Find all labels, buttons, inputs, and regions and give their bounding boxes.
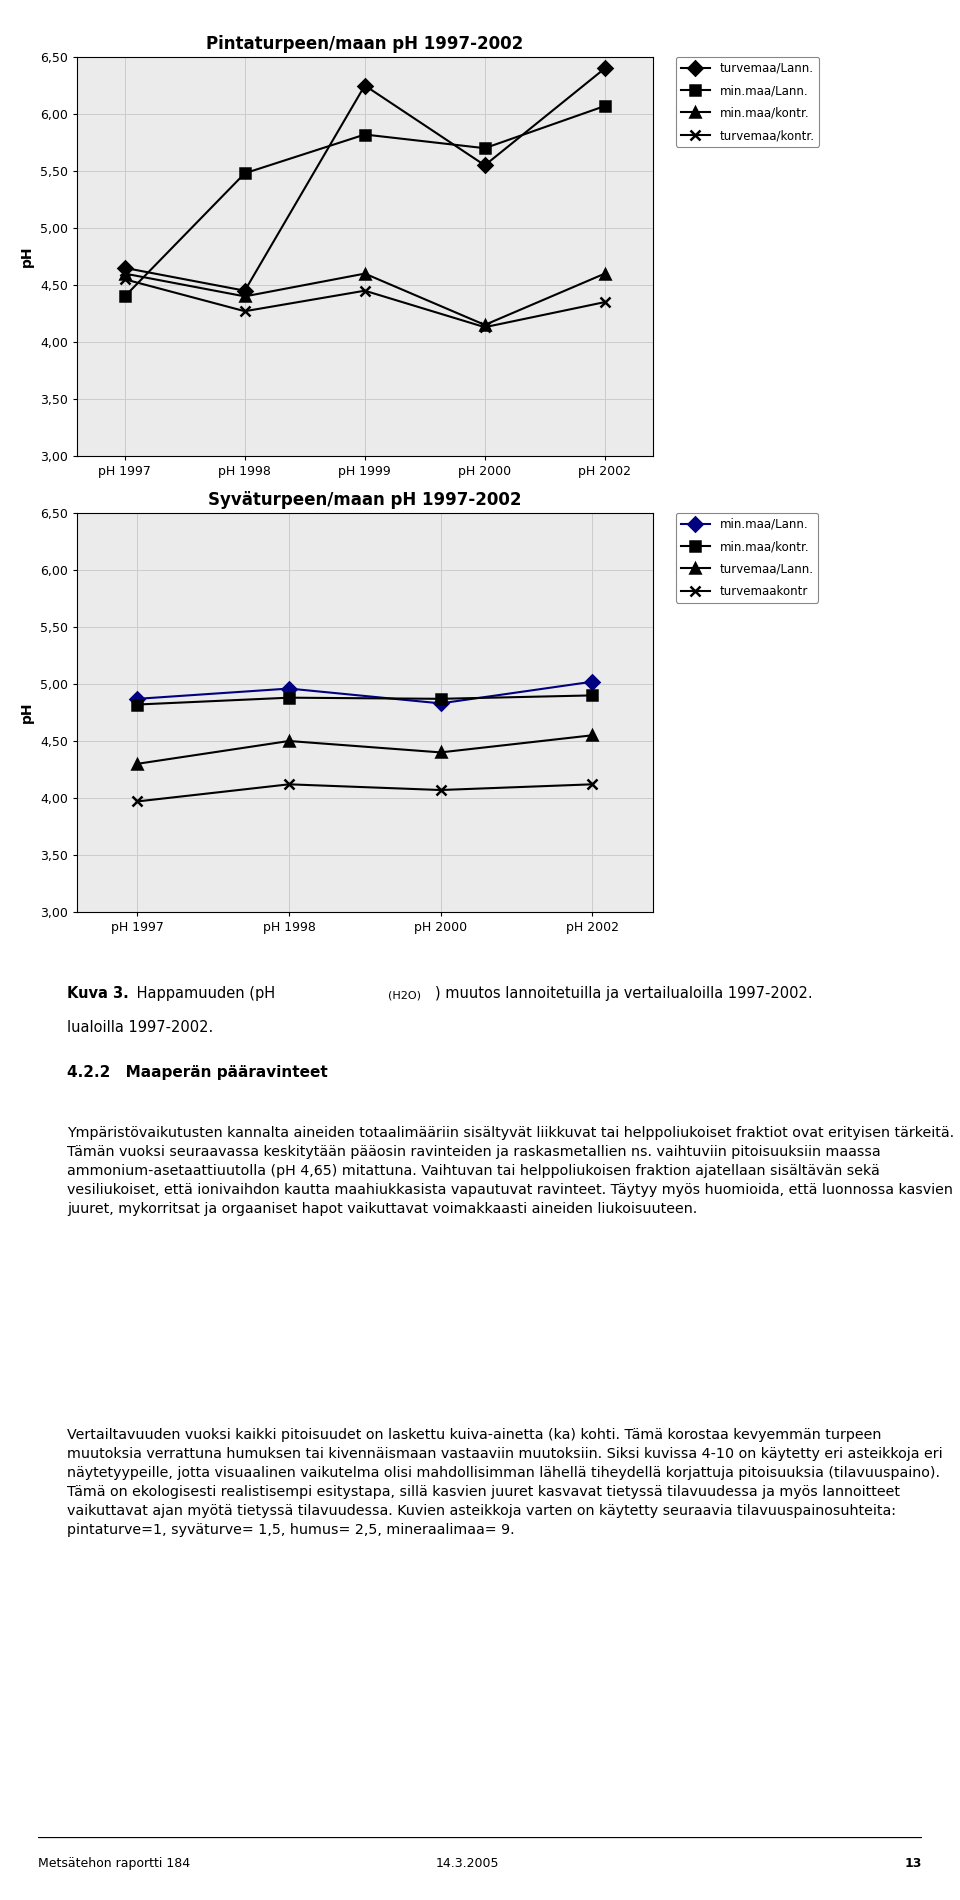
Legend: turvemaa/Lann., min.maa/Lann., min.maa/kontr., turvemaa/kontr.: turvemaa/Lann., min.maa/Lann., min.maa/k… (676, 57, 819, 146)
Title: Pintaturpeen/maan pH 1997-2002: Pintaturpeen/maan pH 1997-2002 (206, 34, 523, 53)
Text: Kuva 3.: Kuva 3. (67, 986, 129, 1001)
Text: Happamuuden (pH: Happamuuden (pH (132, 986, 276, 1001)
Text: 14.3.2005: 14.3.2005 (436, 1858, 499, 1870)
Y-axis label: pH: pH (20, 701, 35, 724)
Text: Metsätehon raportti 184: Metsätehon raportti 184 (38, 1858, 190, 1870)
Text: Ympäristövaikutusten kannalta aineiden totaalimääriin sisältyvät liikkuvat tai h: Ympäristövaikutusten kannalta aineiden t… (67, 1127, 954, 1216)
Text: Vertailtavuuden vuoksi kaikki pitoisuudet on laskettu kuiva-ainetta (ka) kohti. : Vertailtavuuden vuoksi kaikki pitoisuude… (67, 1429, 943, 1537)
Text: ) muutos lannoitetuilla ja vertailualoilla 1997-2002.: ) muutos lannoitetuilla ja vertailualoil… (435, 986, 812, 1001)
Text: 4.2.2 Maaperän pääravinteet: 4.2.2 Maaperän pääravinteet (67, 1066, 328, 1079)
Y-axis label: pH: pH (20, 245, 35, 268)
Legend: min.maa/Lann., min.maa/kontr., turvemaa/Lann., turvemaakontr: min.maa/Lann., min.maa/kontr., turvemaa/… (676, 513, 818, 602)
Title: Syväturpeen/maan pH 1997-2002: Syväturpeen/maan pH 1997-2002 (208, 490, 521, 509)
Text: 13: 13 (904, 1858, 922, 1870)
Text: (H2O): (H2O) (388, 992, 421, 1001)
Text: lualoilla 1997-2002.: lualoilla 1997-2002. (67, 1020, 213, 1036)
